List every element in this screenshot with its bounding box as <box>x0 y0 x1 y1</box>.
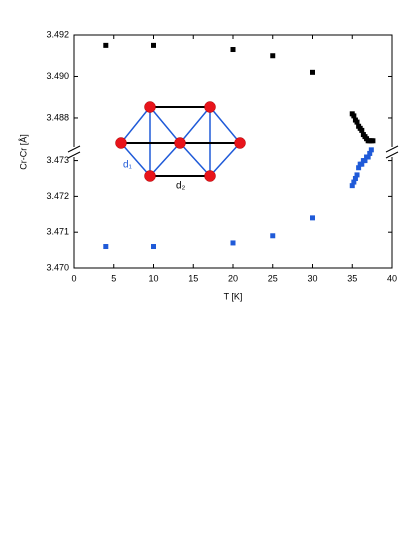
y-tick-label: 3.492 <box>46 29 69 39</box>
data-point <box>230 240 236 246</box>
y-tick-label: 3.471 <box>46 227 69 237</box>
data-point <box>103 244 109 250</box>
data-point <box>356 165 362 171</box>
data-point <box>310 215 315 221</box>
data-point <box>270 53 276 59</box>
y-axis-label: Cr-Cr [Å] <box>18 134 28 170</box>
data-point <box>368 147 374 153</box>
data-point <box>351 113 357 119</box>
data-point <box>310 69 315 75</box>
data-point <box>352 175 358 181</box>
data-point <box>362 158 368 164</box>
data-point <box>359 161 365 167</box>
data-point <box>359 127 365 133</box>
data-point <box>151 42 156 48</box>
data-point <box>365 154 371 160</box>
data-point <box>370 138 376 144</box>
x-tick-label: 35 <box>347 273 357 283</box>
x-tick-label: 30 <box>307 273 317 283</box>
lattice-inset: d₁ d₂ <box>115 101 246 192</box>
data-point <box>151 244 156 250</box>
y-tick-label: 3.473 <box>46 155 69 165</box>
x-tick-label: 25 <box>268 273 278 283</box>
y-tick-label: 3.490 <box>46 71 69 81</box>
x-tick-label: 0 <box>71 273 76 283</box>
x-tick-label: 5 <box>111 273 116 283</box>
annotation: d₁ <box>123 160 133 171</box>
x-tick-label: 40 <box>387 273 397 283</box>
data-point <box>103 42 109 48</box>
data-point <box>230 47 236 53</box>
data-point <box>367 150 373 156</box>
x-tick-label: 10 <box>148 273 158 283</box>
y-tick-label: 3.488 <box>46 112 69 122</box>
data-point <box>349 183 355 189</box>
x-tick-label: 15 <box>188 273 198 283</box>
data-point <box>354 172 360 178</box>
y-tick-label: 3.470 <box>46 262 69 272</box>
annotation: d₂ <box>176 181 186 192</box>
x-axis-label: T [K] <box>224 291 243 301</box>
data-point <box>354 119 360 125</box>
y-tick-label: 3.472 <box>46 191 69 201</box>
data-point <box>270 233 276 239</box>
data-point <box>351 179 357 185</box>
x-tick-label: 20 <box>228 273 238 283</box>
